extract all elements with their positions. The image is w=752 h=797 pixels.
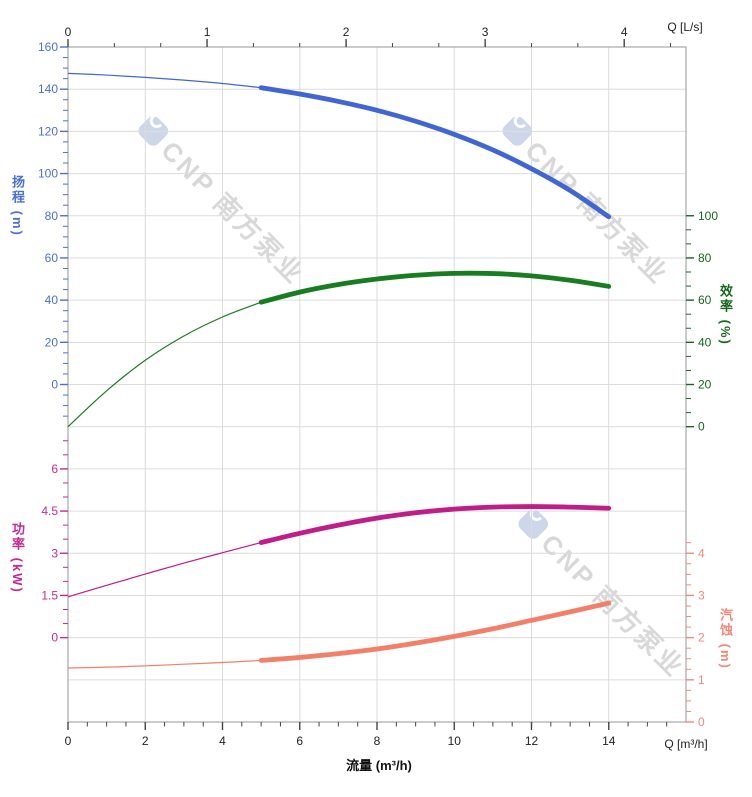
curves bbox=[67, 72, 612, 669]
grid bbox=[67, 46, 687, 723]
eff-curve-thin bbox=[67, 301, 262, 428]
cnp-logo-icon bbox=[499, 113, 535, 149]
tick-label: 3 bbox=[698, 588, 705, 602]
top-axis-unit-label: Q [L/s] bbox=[667, 20, 703, 34]
cnp-logo-glyph bbox=[149, 113, 164, 128]
tick-label: 4 bbox=[621, 25, 628, 39]
bottom-axis-unit-label: Q [m³/h] bbox=[664, 737, 708, 751]
cnp-logo-glyph bbox=[513, 113, 528, 128]
tick-label: 40 bbox=[45, 293, 59, 307]
tick-label: 60 bbox=[698, 293, 712, 307]
tick-label: 20 bbox=[698, 378, 712, 392]
head-curve bbox=[258, 85, 612, 220]
tick-label: 160 bbox=[38, 40, 58, 54]
tick-label: 20 bbox=[45, 335, 59, 349]
tick-label: 10 bbox=[448, 734, 462, 748]
tick-label: 0 bbox=[65, 25, 72, 39]
head-axis: 160 140 120 100 80 60 40 20 0 bbox=[38, 40, 68, 417]
tick-label: 80 bbox=[45, 209, 59, 223]
tick-label: 1 bbox=[698, 673, 705, 687]
tick-label: 0 bbox=[698, 715, 705, 729]
tick-label: 80 bbox=[698, 251, 712, 265]
tick-label: 0 bbox=[51, 631, 58, 645]
tick-label: 120 bbox=[38, 124, 58, 138]
tick-label: 1 bbox=[204, 25, 211, 39]
eff-curve bbox=[258, 270, 612, 305]
tick-label: 1.5 bbox=[41, 588, 58, 602]
watermark: CNP 南方泵业 bbox=[131, 109, 314, 292]
efficiency-axis-title: 效率 (%) bbox=[718, 284, 733, 346]
tick-label: 14 bbox=[602, 734, 616, 748]
tick-label: 140 bbox=[38, 82, 58, 96]
tick-label: 4 bbox=[219, 734, 226, 748]
bottom-axis: 0 2 4 6 8 10 12 14 bbox=[65, 722, 668, 748]
tick-label: 100 bbox=[38, 167, 58, 181]
tick-label: 60 bbox=[45, 251, 59, 265]
power-curve-thin bbox=[67, 541, 262, 598]
tick-label: 8 bbox=[374, 734, 381, 748]
npsh-axis: 4 3 2 1 0 bbox=[686, 542, 705, 729]
power-axis: 6 4.5 3 1.5 0 bbox=[41, 440, 68, 645]
top-axis: 0 1 2 3 4 bbox=[65, 25, 672, 47]
power-axis-title: 功率 (kW) bbox=[10, 522, 25, 594]
npsh-curve-thin bbox=[67, 659, 262, 669]
tick-label: 100 bbox=[698, 209, 718, 223]
tick-label: 6 bbox=[51, 462, 58, 476]
tick-label: 2 bbox=[142, 734, 149, 748]
tick-label: 3 bbox=[51, 546, 58, 560]
tick-label: 40 bbox=[698, 335, 712, 349]
tick-label: 0 bbox=[698, 420, 705, 434]
npsh-curve bbox=[258, 600, 612, 663]
tick-label: 4 bbox=[698, 546, 705, 560]
tick-label: 4.5 bbox=[41, 504, 58, 518]
power-curve bbox=[258, 504, 612, 545]
cnp-logo-icon bbox=[135, 113, 171, 149]
tick-label: 2 bbox=[343, 25, 350, 39]
head-axis-title: 扬程 (m) bbox=[10, 175, 25, 237]
tick-label: 0 bbox=[65, 734, 72, 748]
npsh-axis-title: 汽蚀 (m) bbox=[718, 608, 733, 670]
tick-label: 0 bbox=[51, 378, 58, 392]
watermark: CNP 南方泵业 bbox=[495, 109, 678, 292]
head-curve-thin bbox=[67, 72, 262, 89]
efficiency-axis: 100 80 60 40 20 0 bbox=[686, 209, 718, 434]
x-axis-title: 流量 (m³/h) bbox=[346, 758, 412, 773]
tick-label: 2 bbox=[698, 631, 705, 645]
tick-label: 12 bbox=[525, 734, 539, 748]
tick-label: 3 bbox=[482, 25, 489, 39]
tick-label: 6 bbox=[296, 734, 303, 748]
